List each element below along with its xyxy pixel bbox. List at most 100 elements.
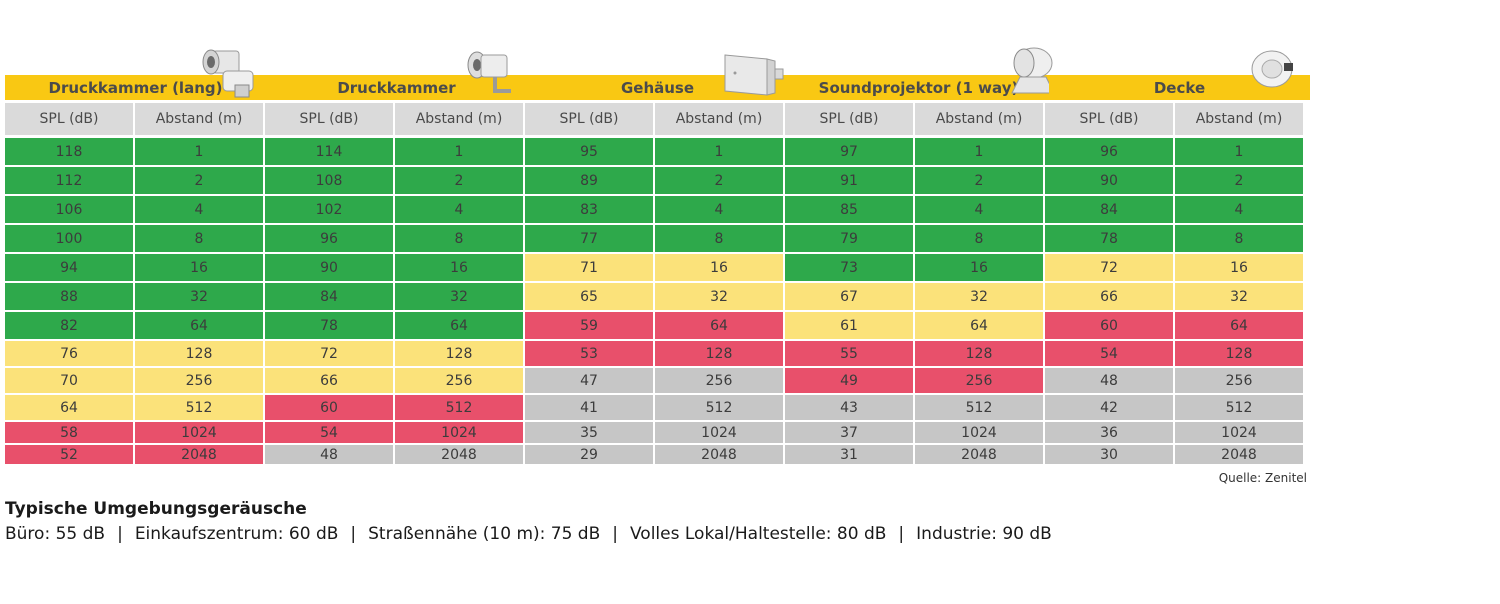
spl-cell: 72 [1045,254,1173,281]
table-row: 106 4 102 4 83 4 85 4 84 4 [5,196,1310,225]
spl-cell: 48 [1045,368,1173,393]
spl-cell: 82 [5,312,133,339]
distance-cell: 16 [1175,254,1303,281]
speaker-type-band: Druckkammer (lang) Druckkammer Gehäuse [5,45,1310,100]
distance-cell: 16 [135,254,263,281]
noise-item: Straßennähe (10 m): 75 dB [368,524,601,544]
column-header-spl: SPL (dB) [1045,103,1173,135]
distance-cell: 8 [135,225,263,252]
distance-cell: 64 [915,312,1043,339]
spl-cell: 94 [5,254,133,281]
distance-cell: 1 [915,138,1043,165]
distance-cell: 2 [915,167,1043,194]
spl-cell: 70 [5,368,133,393]
distance-cell: 2048 [135,445,263,464]
distance-cell: 64 [135,312,263,339]
spl-cell: 102 [265,196,393,223]
distance-cell: 16 [395,254,523,281]
spl-cell: 30 [1045,445,1173,464]
noise-separator: | [350,524,357,544]
spl-cell: 66 [1045,283,1173,310]
spl-cell: 114 [265,138,393,165]
spl-cell: 60 [1045,312,1173,339]
spl-cell: 78 [1045,225,1173,252]
spl-cell: 89 [525,167,653,194]
spl-cell: 36 [1045,422,1173,443]
spl-cell: 96 [1045,138,1173,165]
spl-table: Druckkammer (lang) Druckkammer Gehäuse [5,45,1310,466]
spl-cell: 100 [5,225,133,252]
distance-cell: 1 [655,138,783,165]
spl-cell: 60 [265,395,393,420]
spl-cell: 67 [785,283,913,310]
distance-cell: 2 [655,167,783,194]
distance-cell: 1024 [135,422,263,443]
spl-cell: 41 [525,395,653,420]
spl-cell: 83 [525,196,653,223]
spl-cell: 85 [785,196,913,223]
spl-cell: 84 [1045,196,1173,223]
distance-cell: 4 [135,196,263,223]
column-header-distance: Abstand (m) [915,103,1043,135]
distance-cell: 1024 [915,422,1043,443]
distance-cell: 32 [1175,283,1303,310]
distance-cell: 8 [395,225,523,252]
spl-cell: 64 [5,395,133,420]
distance-cell: 32 [135,283,263,310]
distance-cell: 2048 [655,445,783,464]
distance-cell: 256 [395,368,523,393]
spl-cell: 112 [5,167,133,194]
group-label: Druckkammer (lang) [48,79,223,97]
spl-cell: 29 [525,445,653,464]
noise-separator: | [117,524,123,544]
column-header-distance: Abstand (m) [135,103,263,135]
table-row: 112 2 108 2 89 2 91 2 90 2 [5,167,1310,196]
spl-cell: 90 [265,254,393,281]
spl-cell: 108 [265,167,393,194]
table-row: 88 32 84 32 65 32 67 32 66 32 [5,283,1310,312]
spl-cell: 37 [785,422,913,443]
spl-cell: 49 [785,368,913,393]
distance-cell: 512 [915,395,1043,420]
noise-item: Büro: 55 dB [5,524,106,544]
distance-cell: 32 [655,283,783,310]
column-header-spl: SPL (dB) [265,103,393,135]
column-header-distance: Abstand (m) [655,103,783,135]
column-header-spl: SPL (dB) [785,103,913,135]
spl-cell: 48 [265,445,393,464]
distance-cell: 128 [395,341,523,366]
spl-cell: 76 [5,341,133,366]
spl-cell: 72 [265,341,393,366]
spl-cell: 84 [265,283,393,310]
distance-cell: 4 [1175,196,1303,223]
distance-cell: 512 [655,395,783,420]
spl-cell: 47 [525,368,653,393]
spl-cell: 78 [265,312,393,339]
distance-cell: 512 [135,395,263,420]
table-row: 82 64 78 64 59 64 61 64 60 64 [5,312,1310,341]
column-header-spl: SPL (dB) [525,103,653,135]
distance-cell: 32 [915,283,1043,310]
source-note: Quelle: Zenitel [1218,471,1307,485]
spl-cell: 118 [5,138,133,165]
table-row: 52 2048 48 2048 29 2048 31 2048 30 2048 [5,445,1310,466]
group-header-1: Druckkammer [266,45,527,100]
spl-cell: 90 [1045,167,1173,194]
distance-cell: 2048 [1175,445,1303,464]
table-row: 118 1 114 1 95 1 97 1 96 1 [5,138,1310,167]
group-header-4: Decke [1049,45,1310,100]
spl-cell: 58 [5,422,133,443]
noise-separator: | [612,524,618,544]
horn-speaker-long-icon [202,49,254,98]
group-label: Druckkammer [337,79,456,97]
distance-cell: 2 [135,167,263,194]
spl-cell: 35 [525,422,653,443]
table-row: 94 16 90 16 71 16 73 16 72 16 [5,254,1310,283]
box-speaker-icon [724,54,784,96]
distance-cell: 2 [1175,167,1303,194]
noise-item: Volles Lokal/Haltestelle: 80 dB [630,524,887,544]
spl-cell: 91 [785,167,913,194]
spl-cell: 65 [525,283,653,310]
spl-cell: 95 [525,138,653,165]
spl-cell: 97 [785,138,913,165]
